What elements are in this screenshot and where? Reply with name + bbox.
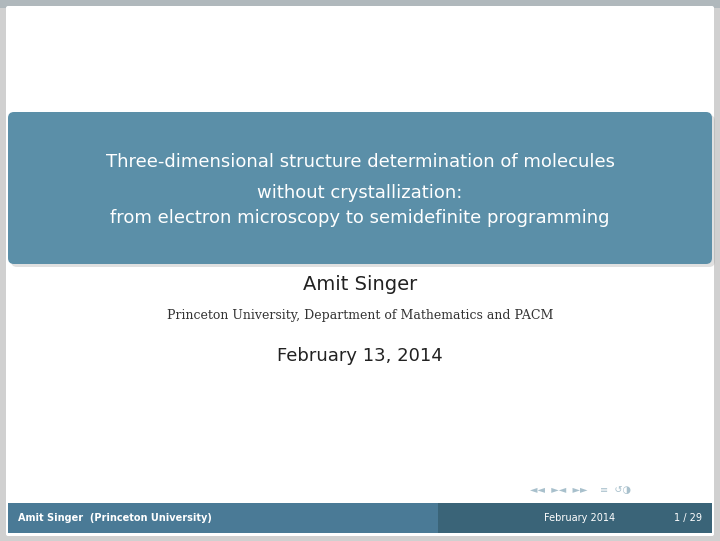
Text: February 2014: February 2014 (544, 513, 616, 523)
Bar (0, 0, 720, 8)
FancyBboxPatch shape (6, 6, 714, 536)
Text: Amit Singer: Amit Singer (303, 275, 417, 294)
Text: Princeton University, Department of Mathematics and PACM: Princeton University, Department of Math… (167, 308, 553, 321)
Bar (438, 503, 712, 533)
Text: from electron microscopy to semidefinite programming: from electron microscopy to semidefinite… (110, 209, 610, 227)
FancyBboxPatch shape (11, 115, 715, 267)
Text: 1 / 29: 1 / 29 (674, 513, 702, 523)
Text: ◄◄  ►◄  ►►    ≡  ↺◑: ◄◄ ►◄ ►► ≡ ↺◑ (529, 485, 631, 495)
Bar (8, 503, 438, 533)
Text: Three-dimensional structure determination of molecules: Three-dimensional structure determinatio… (106, 153, 614, 171)
Text: without crystallization:: without crystallization: (257, 184, 463, 202)
FancyBboxPatch shape (8, 112, 712, 264)
Text: February 13, 2014: February 13, 2014 (277, 347, 443, 365)
Text: Amit Singer  (Princeton University): Amit Singer (Princeton University) (18, 513, 212, 523)
